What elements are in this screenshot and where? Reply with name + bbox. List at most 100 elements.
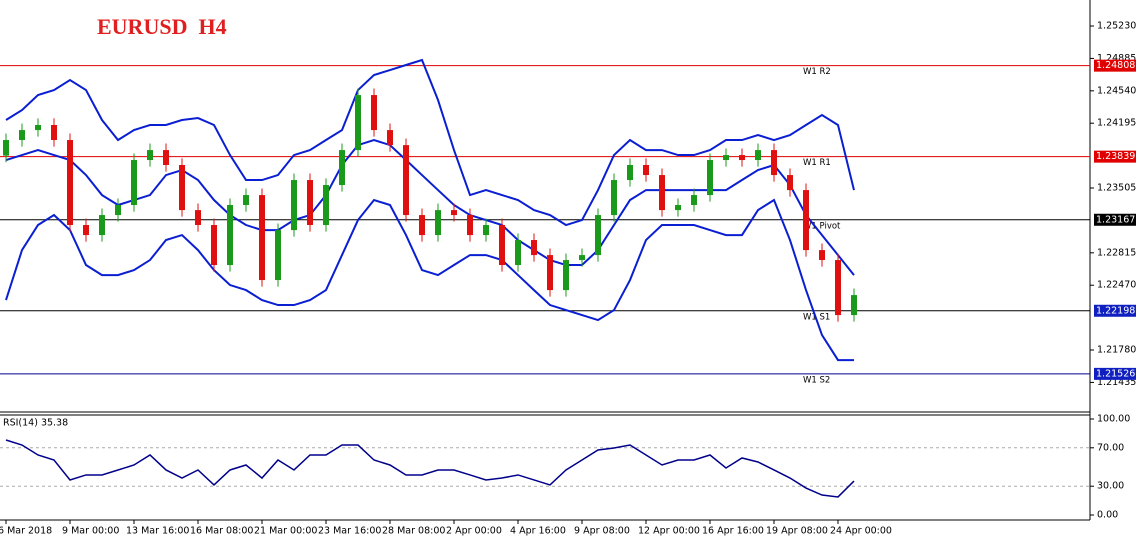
candle-body [307, 180, 313, 226]
x-tick-label: 19 Apr 08:00 [766, 526, 828, 537]
y-tick-label: 70.00 [1097, 442, 1124, 453]
candle-body [3, 140, 9, 156]
candle-body [835, 260, 841, 316]
y-tick-label: 1.24540 [1097, 85, 1136, 96]
candle-body [195, 210, 201, 226]
level-label: W1 R2 [803, 67, 831, 77]
candle-body [355, 95, 361, 151]
candle-body [579, 255, 585, 261]
y-tick-label: 1.25230 [1097, 21, 1136, 32]
candle-body [211, 225, 217, 266]
candle-body [419, 215, 425, 236]
y-tick-label: 1.21435 [1097, 377, 1136, 388]
y-tick-label: 1.21780 [1097, 345, 1136, 356]
candle-body [659, 175, 665, 211]
candle-body [739, 155, 745, 161]
x-tick-label: 23 Mar 16:00 [318, 526, 381, 537]
level-value-label: 1.24808 [1096, 60, 1135, 71]
candle-body [51, 124, 57, 141]
y-tick-label: 1.24195 [1097, 118, 1136, 129]
candle-body [675, 205, 681, 211]
rsi-line [5, 439, 855, 498]
candle-body [723, 155, 729, 161]
x-tick-label: 6 Mar 2018 [0, 526, 52, 537]
candle-body [227, 205, 233, 266]
level-label: W1 S2 [803, 375, 830, 385]
level-value-box [1094, 304, 1136, 317]
level-value-label: 1.23839 [1096, 151, 1135, 162]
x-tick-label: 4 Apr 16:00 [510, 526, 566, 537]
x-tick-label: 2 Apr 00:00 [446, 526, 502, 537]
y-tick-label: 0.00 [1097, 510, 1118, 521]
candle-body [467, 215, 473, 236]
y-tick-label: 30.00 [1097, 481, 1124, 492]
candle-body [131, 160, 137, 206]
x-tick-label: 16 Apr 16:00 [702, 526, 764, 537]
candle-body [371, 95, 377, 131]
x-tick-label: 24 Apr 00:00 [830, 526, 892, 537]
level-label: W1 Pivot [803, 221, 841, 231]
candle-body [611, 180, 617, 216]
y-tick-label: 1.24885 [1097, 53, 1136, 64]
candle-body [259, 195, 265, 281]
level-value-box [1094, 59, 1136, 72]
y-tick-label: 1.22470 [1097, 280, 1136, 291]
x-tick-label: 21 Mar 00:00 [254, 526, 317, 537]
x-tick-label: 9 Apr 08:00 [574, 526, 630, 537]
candle-body [243, 195, 249, 206]
level-label: W1 R1 [803, 158, 831, 168]
x-tick-label: 12 Apr 00:00 [638, 526, 700, 537]
level-value-box [1094, 213, 1136, 226]
candle-body [531, 240, 537, 256]
candle-body [643, 165, 649, 176]
candle-body [115, 205, 121, 216]
y-tick-label: 1.23505 [1097, 183, 1136, 194]
x-tick-label: 9 Mar 00:00 [62, 526, 119, 537]
candle-body [787, 175, 793, 191]
candle-body [595, 215, 601, 256]
candle-body [691, 195, 697, 206]
y-tick-label: 100.00 [1097, 414, 1130, 425]
level-value-label: 1.21526 [1096, 368, 1135, 379]
candle-body [499, 225, 505, 266]
candle-body [19, 130, 25, 141]
candle-body [483, 225, 489, 236]
x-tick-label: 16 Mar 08:00 [190, 526, 253, 537]
candle-body [403, 145, 409, 216]
x-tick-label: 13 Mar 16:00 [126, 526, 189, 537]
level-value-box [1094, 150, 1136, 163]
candle-body [275, 230, 281, 281]
x-tick-label: 28 Mar 08:00 [382, 526, 445, 537]
candle-body [803, 190, 809, 251]
candle-body [339, 150, 345, 186]
candle-body [851, 295, 857, 316]
candle-body [819, 250, 825, 261]
candle-body [163, 150, 169, 166]
candle-body [291, 180, 297, 231]
candle-body [563, 260, 569, 291]
candle-body [147, 150, 153, 161]
candle-body [435, 210, 441, 236]
candle-body [323, 185, 329, 226]
candle-body [515, 240, 521, 266]
candle-body [771, 150, 777, 176]
candle-body [707, 160, 713, 196]
candle-body [547, 255, 553, 291]
bollinger-upper [5, 58, 855, 227]
level-value-label: 1.22198 [1096, 305, 1135, 316]
y-tick-label: 1.22815 [1097, 247, 1136, 258]
level-value-label: 1.23167 [1096, 214, 1135, 225]
candle-body [627, 165, 633, 181]
indicator-title: RSI(14) 35.38 [3, 418, 68, 429]
chart-title: EURUSD H4 [97, 14, 227, 39]
candle-body [755, 150, 761, 161]
candle-body [67, 140, 73, 226]
candle-body [83, 225, 89, 236]
level-value-box [1094, 367, 1136, 380]
bollinger-lower [5, 198, 854, 362]
candle-body [451, 210, 457, 216]
candle-body [387, 130, 393, 146]
candle-body [99, 215, 105, 236]
